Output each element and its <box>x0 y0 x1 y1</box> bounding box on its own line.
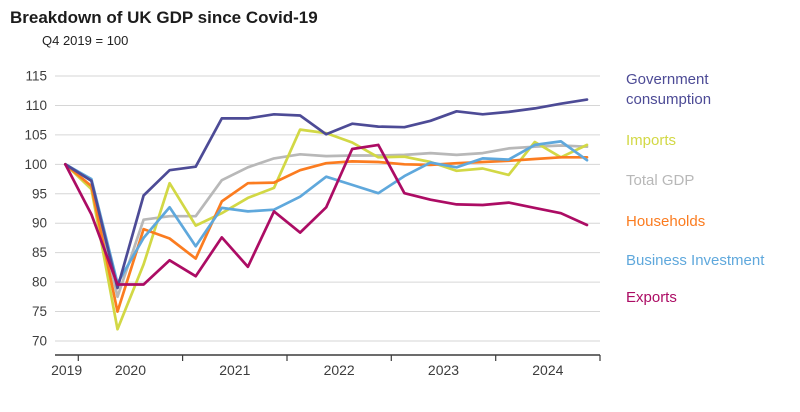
legend-item-business-investment: Business Investment <box>626 252 765 269</box>
x-axis-year-label: 2024 <box>532 362 563 378</box>
x-axis-year-label: 2022 <box>324 362 355 378</box>
x-axis-year-label: 2023 <box>428 362 459 378</box>
y-axis-tick-label: 100 <box>24 157 47 172</box>
y-axis-tick-label: 115 <box>25 69 47 84</box>
chart-subtitle: Q4 2019 = 100 <box>42 33 129 48</box>
y-axis-tick-label: 110 <box>25 98 47 113</box>
legend-item-households: Households <box>626 213 706 230</box>
y-axis-tick-label: 85 <box>32 245 47 260</box>
y-axis-tick-label: 70 <box>32 334 47 349</box>
y-axis-tick-label: 80 <box>32 275 47 290</box>
x-axis-year-label: 2021 <box>219 362 250 378</box>
y-axis-tick-label: 90 <box>32 216 47 231</box>
y-axis-tick-label: 75 <box>32 304 47 319</box>
legend-item-exports: Exports <box>626 289 677 306</box>
y-axis-tick-label: 105 <box>24 127 47 142</box>
legend-item-government-consumption: Government consumption <box>626 71 712 108</box>
series-line-government-consumption <box>63 98 589 290</box>
legend-item-total-gdp: Total GDP <box>626 172 695 189</box>
x-axis-year-label: 2019 <box>51 362 82 378</box>
series-line-exports <box>63 143 589 286</box>
series-line-business-investment <box>63 140 589 285</box>
series-line-households <box>63 155 589 313</box>
series-line-total-gdp <box>63 144 589 299</box>
y-axis-tick-label: 95 <box>32 186 47 201</box>
chart-title: Breakdown of UK GDP since Covid-19 <box>10 8 318 27</box>
legend-item-imports: Imports <box>626 132 677 149</box>
x-axis-year-label: 2020 <box>115 362 146 378</box>
